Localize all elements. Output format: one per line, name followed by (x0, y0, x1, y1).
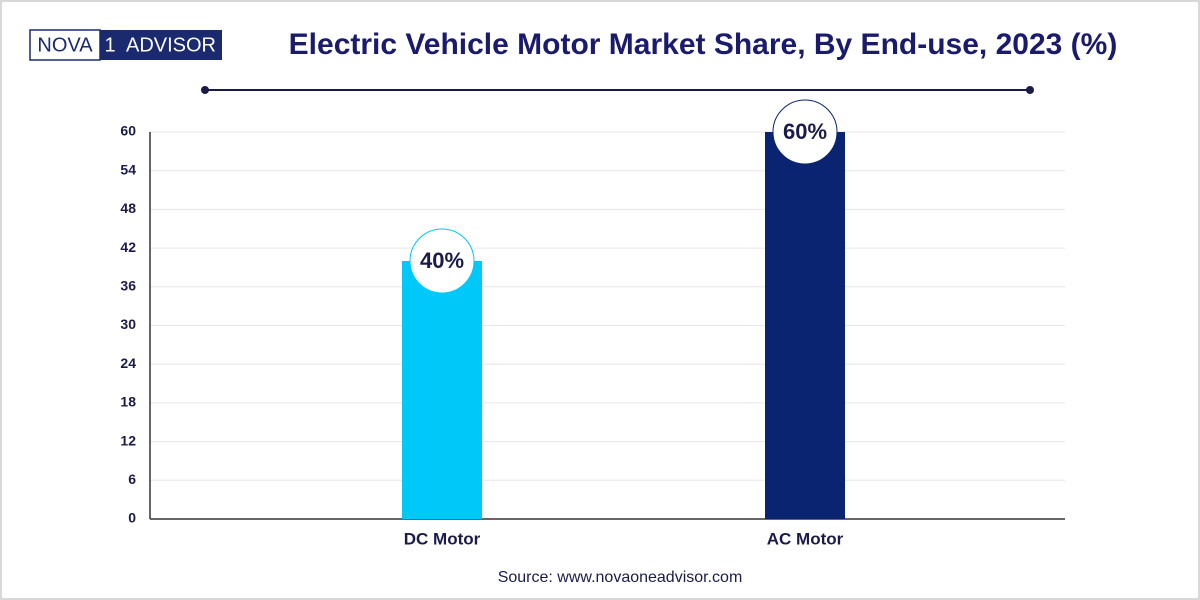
y-tick-label: 60 (120, 123, 136, 139)
y-tick-label: 24 (120, 355, 136, 371)
y-tick-label: 48 (120, 200, 136, 216)
y-tick-label: 0 (128, 510, 136, 526)
y-tick-label: 54 (120, 161, 136, 177)
rule-dot (1026, 86, 1034, 94)
x-tick-label: DC Motor (404, 529, 481, 548)
value-badge (409, 228, 475, 294)
y-tick-label: 18 (120, 394, 136, 410)
y-tick-label: 12 (120, 432, 136, 448)
value-label: 40% (420, 248, 464, 273)
bar (402, 261, 482, 519)
logo-box (29, 29, 101, 61)
logo-mid-box (100, 30, 120, 60)
x-tick-label: AC Motor (767, 529, 844, 548)
logo-right: ADVISOR (126, 34, 216, 56)
y-tick-label: 6 (128, 471, 136, 487)
rule-dot (201, 86, 209, 94)
y-tick-label: 42 (120, 239, 136, 255)
y-tick-label: 36 (120, 278, 136, 294)
value-label: 60% (783, 119, 827, 144)
value-badge (772, 99, 838, 165)
logo-right-box (120, 30, 222, 60)
bar (765, 132, 845, 519)
logo-mid: 1 (104, 34, 115, 56)
logo-left: NOVA (37, 34, 93, 56)
y-tick-label: 30 (120, 316, 136, 332)
chart-title: Electric Vehicle Motor Market Share, By … (289, 28, 1118, 61)
source: Source: www.novaoneadvisor.com (498, 569, 743, 586)
